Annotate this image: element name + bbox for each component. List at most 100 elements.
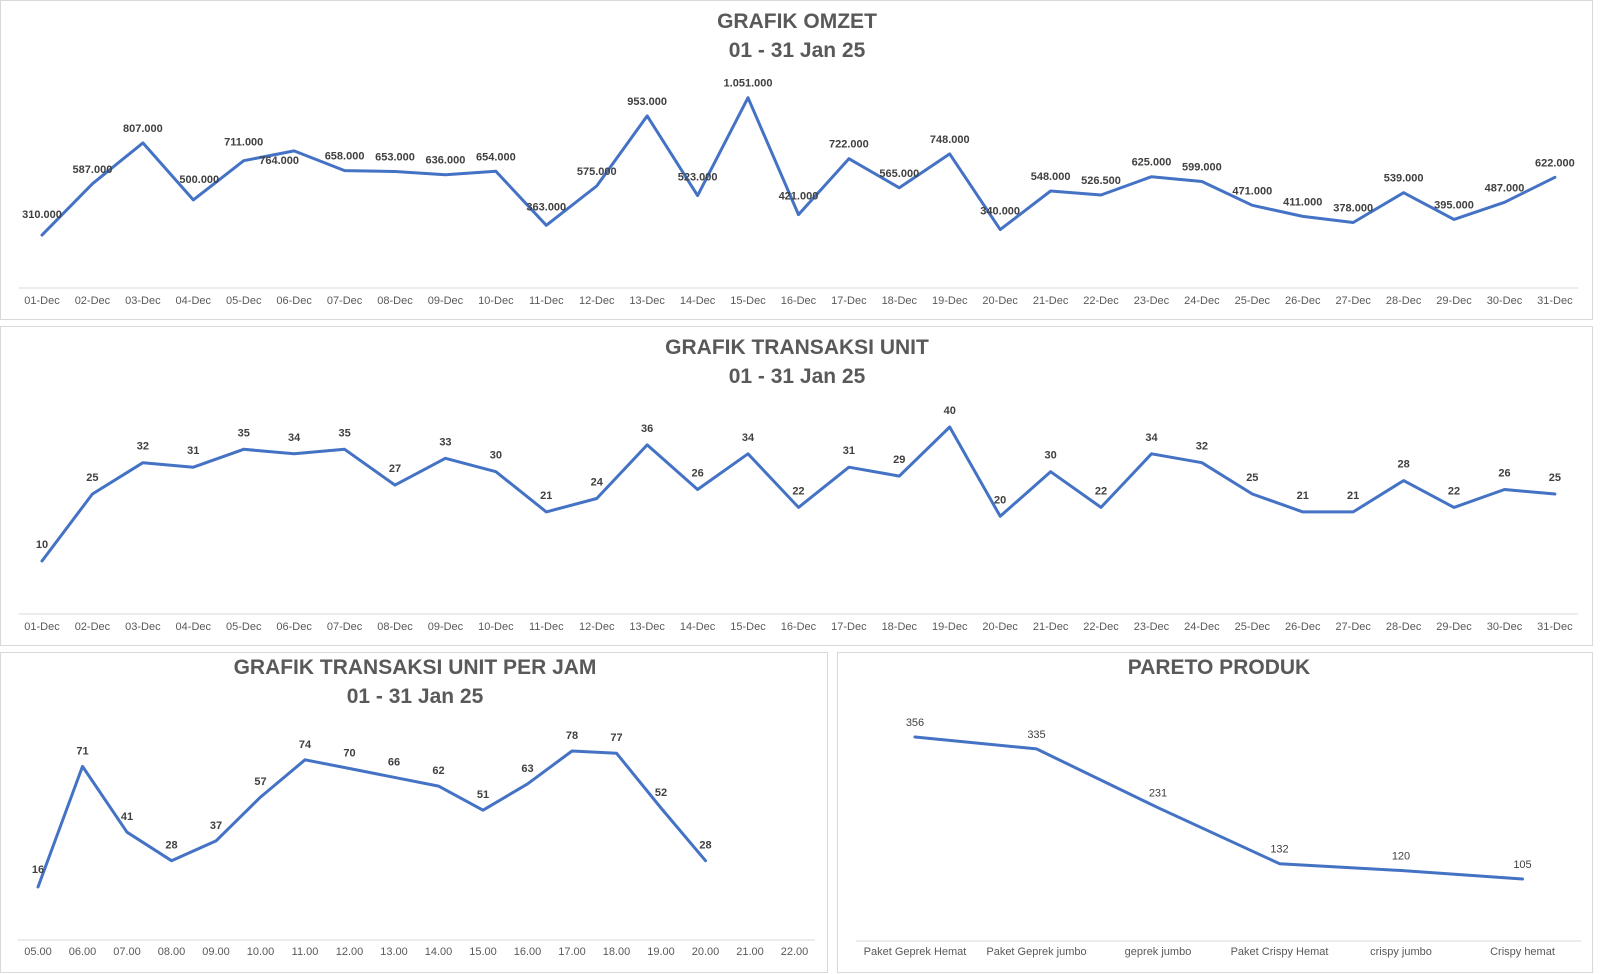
series-line xyxy=(913,735,1524,881)
x-tick-label: 20-Dec xyxy=(982,295,1018,307)
chart-title: GRAFIK TRANSAKSI UNIT PER JAM xyxy=(234,656,597,679)
data-label: 35 xyxy=(238,427,250,439)
data-label: 411.000 xyxy=(1283,196,1322,208)
x-tick-label: 10.00 xyxy=(247,946,275,958)
data-label: 57 xyxy=(254,776,266,788)
data-label: 565.000 xyxy=(879,168,919,180)
data-label: 120 xyxy=(1392,851,1410,863)
x-tick-label: 24-Dec xyxy=(1184,295,1220,307)
data-label: 21 xyxy=(1347,490,1359,502)
x-tick-label: 26-Dec xyxy=(1285,295,1321,307)
x-tick-label: 13.00 xyxy=(380,946,408,958)
x-tick-label: 07-Dec xyxy=(327,295,363,307)
x-tick-label: 22-Dec xyxy=(1083,621,1119,633)
data-label: 62 xyxy=(432,765,444,777)
data-label: 77 xyxy=(610,732,622,744)
data-label: 35 xyxy=(338,427,350,439)
x-tick-label: 09.00 xyxy=(202,946,230,958)
data-label: 722.000 xyxy=(829,139,869,151)
x-tick-label: crispy jumbo xyxy=(1370,946,1432,958)
data-label: 395.000 xyxy=(1434,199,1474,211)
x-tick-label: 25-Dec xyxy=(1235,295,1271,307)
x-tick-label: 26-Dec xyxy=(1285,621,1321,633)
x-tick-label: 13-Dec xyxy=(629,621,665,633)
series-line xyxy=(36,749,707,889)
x-tick-label: Paket Crispy Hemat xyxy=(1231,946,1329,958)
x-tick-label: 22-Dec xyxy=(1083,295,1119,307)
data-label: 599.000 xyxy=(1182,162,1222,174)
data-label: 16 xyxy=(32,864,44,876)
data-label: 30 xyxy=(1044,450,1056,462)
data-label: 748.000 xyxy=(930,134,970,146)
data-label: 25 xyxy=(86,472,98,484)
x-tick-label: 27-Dec xyxy=(1335,621,1371,633)
data-label: 33 xyxy=(439,436,451,448)
data-label: 36 xyxy=(641,423,653,435)
data-label: 34 xyxy=(742,432,755,444)
x-tick-label: 23-Dec xyxy=(1134,295,1170,307)
data-label: 587.000 xyxy=(73,164,113,176)
x-tick-label: 10-Dec xyxy=(478,295,514,307)
x-tick-label: 06.00 xyxy=(69,946,97,958)
x-tick-label: 03-Dec xyxy=(125,621,161,633)
data-label: 27 xyxy=(389,463,401,475)
x-tick-label: 04-Dec xyxy=(176,295,212,307)
x-tick-label: 30-Dec xyxy=(1487,621,1523,633)
data-label: 548.000 xyxy=(1031,171,1071,183)
data-label: 105 xyxy=(1513,859,1531,871)
data-label: 807.000 xyxy=(123,123,163,135)
data-label: 953.000 xyxy=(627,96,667,108)
data-label: 26 xyxy=(691,468,703,480)
x-tick-label: 15-Dec xyxy=(730,621,766,633)
data-label: 51 xyxy=(477,789,489,801)
x-tick-label: Paket Geprek Hemat xyxy=(864,946,967,958)
data-label: 31 xyxy=(843,445,855,457)
chart-title: PARETO PRODUK xyxy=(1128,656,1310,679)
data-label: 575.000 xyxy=(577,166,617,178)
chart-subtitle: 01 - 31 Jan 25 xyxy=(729,39,866,62)
unit-transaction-chart-panel: GRAFIK TRANSAKSI UNIT 01 - 31 Jan 25 01-De… xyxy=(0,326,1593,646)
x-tick-label: 27-Dec xyxy=(1335,295,1371,307)
data-label: 30 xyxy=(490,450,502,462)
x-tick-label: 21-Dec xyxy=(1033,295,1069,307)
chart-title: GRAFIK TRANSAKSI UNIT xyxy=(665,336,929,359)
x-tick-label: 02-Dec xyxy=(75,295,111,307)
x-tick-label: 08-Dec xyxy=(377,295,413,307)
x-tick-label: geprek jumbo xyxy=(1125,946,1192,958)
data-label: 231 xyxy=(1149,788,1167,800)
x-tick-label: 10-Dec xyxy=(478,621,514,633)
data-label: 22 xyxy=(1095,485,1107,497)
x-tick-label: 05-Dec xyxy=(226,621,262,633)
data-label: 636.000 xyxy=(426,155,466,167)
data-label: 10 xyxy=(36,539,48,551)
hourly-transaction-chart: GRAFIK TRANSAKSI UNIT PER JAM 01 - 31 Jan… xyxy=(17,656,815,958)
data-label: 22 xyxy=(1448,485,1460,497)
data-label: 471.000 xyxy=(1232,185,1272,197)
x-tick-label: 18.00 xyxy=(603,946,631,958)
x-tick-label: 24-Dec xyxy=(1184,621,1220,633)
x-tick-label: 23-Dec xyxy=(1134,621,1170,633)
data-label: 711.000 xyxy=(224,137,263,149)
x-tick-label: 16-Dec xyxy=(781,621,817,633)
data-label: 63 xyxy=(521,763,533,775)
data-label: 41 xyxy=(121,811,133,823)
data-label: 654.000 xyxy=(476,151,516,163)
x-tick-label: 11.00 xyxy=(292,946,319,958)
x-tick-label: 15.00 xyxy=(469,946,497,958)
x-tick-label: 07.00 xyxy=(113,946,141,958)
data-label: 421.000 xyxy=(779,191,819,203)
x-tick-label: 05.00 xyxy=(24,946,52,958)
data-label: 310.000 xyxy=(22,209,62,221)
data-label: 70 xyxy=(343,748,355,760)
x-tick-label: 17-Dec xyxy=(831,621,867,633)
data-label: 132 xyxy=(1270,844,1288,856)
pareto-product-chart: PARETO PRODUK Paket Geprek Hemat Paket Gep… xyxy=(856,656,1582,958)
x-tick-label: 05-Dec xyxy=(226,295,262,307)
data-label: 22 xyxy=(792,485,804,497)
x-tick-label: 17-Dec xyxy=(831,295,867,307)
data-label: 523.000 xyxy=(678,172,718,184)
x-tick-label: 19-Dec xyxy=(932,621,968,633)
x-tick-label: 29-Dec xyxy=(1436,295,1472,307)
data-label: 28 xyxy=(165,840,177,852)
chart-subtitle: 01 - 31 Jan 25 xyxy=(347,685,484,708)
